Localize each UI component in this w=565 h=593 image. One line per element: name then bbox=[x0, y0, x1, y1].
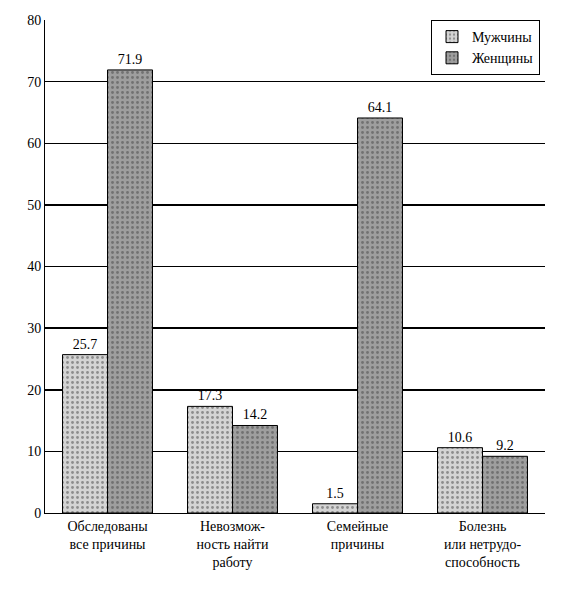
svg-text:20: 20 bbox=[27, 383, 41, 398]
svg-text:25.7: 25.7 bbox=[73, 337, 98, 352]
svg-text:80: 80 bbox=[27, 13, 41, 28]
svg-text:0: 0 bbox=[34, 506, 41, 521]
svg-text:64.1: 64.1 bbox=[368, 100, 393, 115]
svg-text:30: 30 bbox=[27, 321, 41, 336]
svg-text:60: 60 bbox=[27, 136, 41, 151]
svg-text:71.9: 71.9 bbox=[118, 52, 143, 67]
svg-text:Болезньили нетрудо-способность: Болезньили нетрудо-способность bbox=[444, 519, 522, 570]
svg-text:10.6: 10.6 bbox=[448, 430, 473, 445]
svg-text:Обследованывсе причины: Обследованывсе причины bbox=[67, 519, 148, 552]
svg-text:14.2: 14.2 bbox=[243, 407, 268, 422]
svg-text:40: 40 bbox=[27, 259, 41, 274]
svg-text:17.3: 17.3 bbox=[198, 388, 223, 403]
svg-text:1.5: 1.5 bbox=[326, 486, 344, 501]
svg-text:Женщины: Женщины bbox=[472, 51, 533, 66]
svg-text:70: 70 bbox=[27, 75, 41, 90]
svg-text:50: 50 bbox=[27, 198, 41, 213]
svg-text:Мужчины: Мужчины bbox=[472, 30, 532, 45]
svg-text:9.2: 9.2 bbox=[496, 438, 514, 453]
svg-text:Семейныепричины: Семейныепричины bbox=[327, 519, 388, 552]
svg-text:10: 10 bbox=[27, 444, 41, 459]
svg-text:Невозмож-ность найтиработу: Невозмож-ность найтиработу bbox=[197, 519, 269, 570]
